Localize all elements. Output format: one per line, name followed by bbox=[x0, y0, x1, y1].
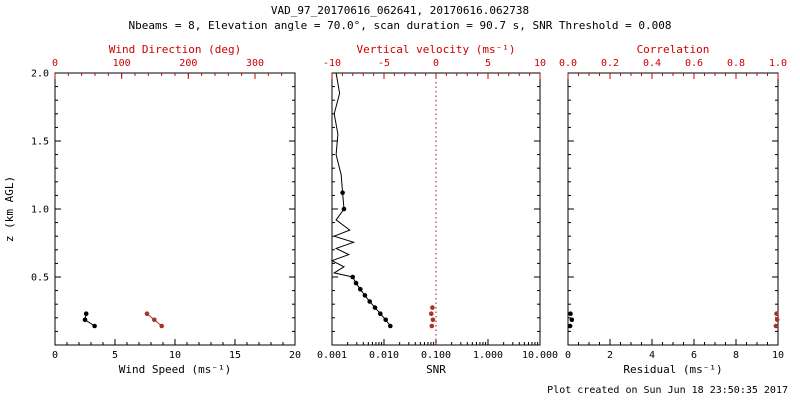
svg-text:1.000: 1.000 bbox=[473, 350, 503, 361]
svg-text:5: 5 bbox=[485, 58, 491, 69]
panel-wind: 0 5 10 15 20 Wind Speed (ms⁻¹) 0 100 200 300 Wind … bbox=[3, 43, 301, 376]
svg-text:0: 0 bbox=[52, 350, 58, 361]
svg-text:15: 15 bbox=[229, 350, 241, 361]
svg-text:0: 0 bbox=[52, 58, 58, 69]
series-wind-speed bbox=[82, 311, 97, 329]
svg-text:6: 6 bbox=[691, 350, 697, 361]
svg-text:8: 8 bbox=[733, 350, 739, 361]
plot-title: VAD_97_20170616_062641, 20170616.062738 bbox=[270, 4, 530, 17]
svg-text:0.8: 0.8 bbox=[727, 58, 745, 69]
svg-text:0.4: 0.4 bbox=[643, 58, 661, 69]
x-axis-top: 0 100 200 300 Wind Direction (deg) bbox=[52, 43, 283, 79]
svg-text:200: 200 bbox=[179, 58, 197, 69]
svg-text:-5: -5 bbox=[378, 58, 390, 69]
svg-text:10: 10 bbox=[534, 58, 546, 69]
svg-text:z (km AGL): z (km AGL) bbox=[3, 176, 16, 242]
svg-text:4: 4 bbox=[649, 350, 655, 361]
svg-text:1.0: 1.0 bbox=[769, 58, 787, 69]
svg-text:0: 0 bbox=[565, 350, 571, 361]
x-axis-bottom: 0 2 4 6 8 10 Residual (ms⁻¹) bbox=[565, 339, 784, 376]
series-correlation bbox=[773, 311, 780, 329]
x-axis-top: -10 -5 0 5 10 Vertical velocity (ms⁻¹) bbox=[323, 43, 546, 79]
series-residual bbox=[567, 311, 575, 329]
series-wind-direction bbox=[144, 311, 164, 329]
plot-subtitle: Nbeams = 8, Elevation angle = 70.0°, sca… bbox=[128, 19, 672, 32]
svg-text:Wind Speed (ms⁻¹): Wind Speed (ms⁻¹) bbox=[119, 363, 232, 376]
svg-text:20: 20 bbox=[289, 350, 301, 361]
series-vertical-velocity bbox=[429, 305, 436, 329]
y-axis bbox=[568, 72, 778, 346]
svg-text:10: 10 bbox=[169, 350, 181, 361]
panel-snr: 0.001 0.010 0.100 1.000 10.000 SNR -10 -5 0 5 10 Ve… bbox=[317, 43, 558, 376]
svg-text:Residual (ms⁻¹): Residual (ms⁻¹) bbox=[623, 363, 722, 376]
svg-text:1.5: 1.5 bbox=[31, 137, 49, 148]
creation-timestamp: Plot created on Sun Jun 18 23:50:35 2017 bbox=[547, 385, 788, 396]
svg-text:Vertical velocity (ms⁻¹): Vertical velocity (ms⁻¹) bbox=[357, 43, 516, 56]
svg-text:100: 100 bbox=[113, 58, 131, 69]
series-snr-points bbox=[350, 274, 393, 329]
svg-text:0.6: 0.6 bbox=[685, 58, 703, 69]
x-axis-bottom: 0.001 0.010 0.100 1.000 10.000 SNR bbox=[317, 339, 558, 376]
svg-text:0.100: 0.100 bbox=[421, 350, 451, 361]
x-axis-top: 0.0 0.2 0.4 0.6 0.8 1.0 Correlation bbox=[559, 43, 787, 79]
svg-text:0.0: 0.0 bbox=[559, 58, 577, 69]
svg-text:0.5: 0.5 bbox=[31, 273, 49, 284]
x-axis-bottom: 0 5 10 15 20 Wind Speed (ms⁻¹) bbox=[52, 339, 301, 376]
svg-text:10.000: 10.000 bbox=[522, 350, 558, 361]
svg-text:Correlation: Correlation bbox=[637, 43, 710, 56]
y-axis: 0.5 1.0 1.5 2.0 z (km AGL) bbox=[3, 69, 295, 346]
svg-text:0: 0 bbox=[433, 58, 439, 69]
svg-text:1.0: 1.0 bbox=[31, 205, 49, 216]
svg-text:5: 5 bbox=[112, 350, 118, 361]
svg-text:10: 10 bbox=[772, 350, 784, 361]
series-snr-profile-line bbox=[330, 72, 356, 278]
svg-text:0.001: 0.001 bbox=[317, 350, 347, 361]
svg-text:2: 2 bbox=[607, 350, 613, 361]
series-snr-upper-points bbox=[340, 190, 347, 212]
svg-text:0.2: 0.2 bbox=[601, 58, 619, 69]
svg-text:2.0: 2.0 bbox=[31, 69, 49, 80]
svg-text:-10: -10 bbox=[323, 58, 341, 69]
panel-residual: 0 2 4 6 8 10 Residual (ms⁻¹) 0.0 0.2 0.4 0.6 0.8 1.0… bbox=[559, 43, 787, 376]
svg-text:SNR: SNR bbox=[426, 363, 446, 376]
svg-text:Wind Direction (deg): Wind Direction (deg) bbox=[109, 43, 241, 56]
svg-text:0.010: 0.010 bbox=[369, 350, 399, 361]
svg-text:300: 300 bbox=[246, 58, 264, 69]
y-axis bbox=[332, 72, 540, 346]
